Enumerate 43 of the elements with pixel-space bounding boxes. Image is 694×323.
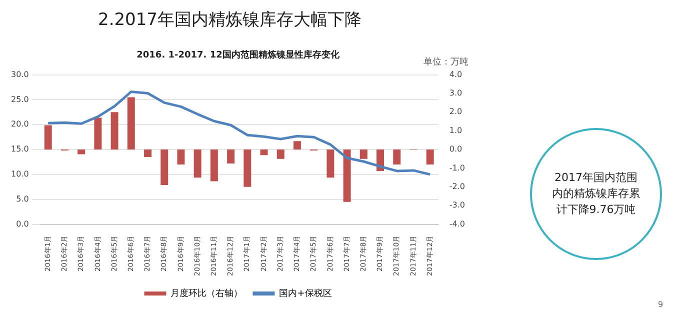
y-tick-label: 10.0 [11, 170, 29, 179]
bar [393, 150, 401, 164]
y2-tick-label: 0.0 [449, 144, 462, 154]
y-tick-label: 30.0 [11, 70, 29, 79]
y-tick-label: 20.0 [11, 120, 29, 129]
bar [127, 97, 135, 150]
bar [44, 125, 52, 150]
text: 2017年国内范围内的精炼镍库存累计下降9.76万吨 [552, 170, 640, 218]
y2-tick-label: 2.0 [449, 107, 462, 116]
bar [194, 150, 202, 178]
bar [260, 150, 268, 156]
bar [110, 112, 118, 150]
y2-tick-label: -4.0 [449, 219, 465, 228]
bar [360, 150, 368, 159]
bar [94, 118, 102, 150]
legend-label: 国内+保税区 [279, 288, 332, 299]
bar [244, 150, 252, 187]
y2-tick-label: 1.0 [449, 126, 462, 135]
chart-title: 2.2017年国内精炼镍库存大幅下降 [98, 9, 362, 31]
bar [144, 150, 152, 158]
y-tick-label: 15.0 [11, 144, 29, 154]
bar [426, 150, 434, 164]
y-tick-label: 5.0 [16, 194, 29, 204]
y2-tick-label: 3.0 [449, 88, 462, 98]
bar [276, 150, 284, 159]
text: 9 [658, 300, 664, 309]
y-tick-label: 25.0 [11, 94, 29, 104]
y2-tick-label: -3.0 [449, 200, 465, 210]
bar [210, 150, 218, 182]
y2-tick-label: -1.0 [449, 163, 465, 172]
bar [227, 150, 235, 164]
text: 单位：万吨 [423, 56, 468, 68]
y-tick-label: 0.0 [16, 219, 29, 228]
bar [293, 141, 301, 150]
bar [160, 150, 168, 186]
chart-subtitle: 2016. 1-2017. 12国内范围精炼镍显性库存变化 [136, 50, 340, 61]
legend-label: 月度环比（右轴） [170, 288, 243, 299]
bar [78, 150, 86, 154]
bar [177, 150, 185, 164]
y2-tick-label: -2.0 [449, 182, 465, 191]
bar [326, 150, 334, 178]
bar [343, 150, 351, 202]
y2-tick-label: 4.0 [449, 70, 462, 79]
